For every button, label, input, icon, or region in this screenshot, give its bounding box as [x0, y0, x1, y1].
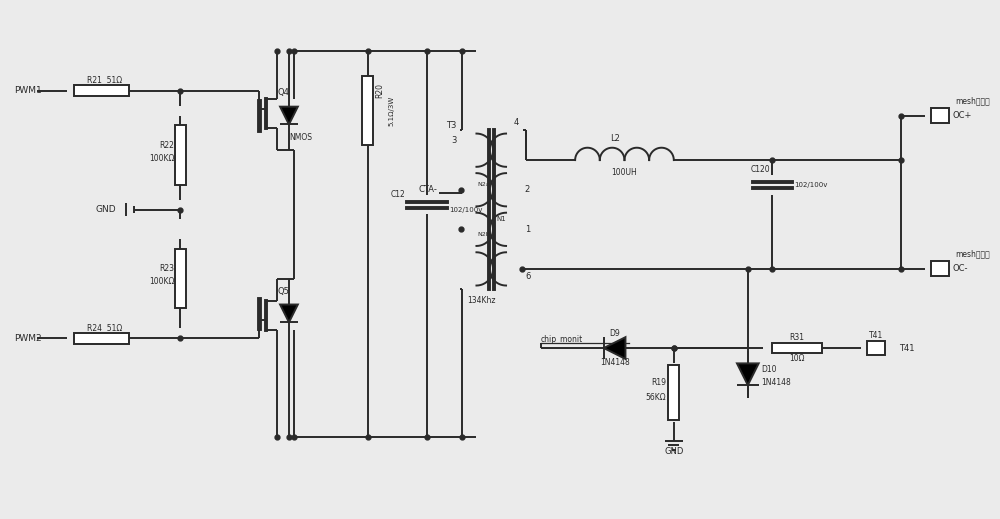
- Text: 1N4148: 1N4148: [600, 359, 629, 367]
- Text: 56KΩ: 56KΩ: [646, 393, 666, 402]
- Text: C12: C12: [391, 190, 405, 199]
- Text: NMOS: NMOS: [289, 133, 312, 142]
- Bar: [772, 343, 822, 353]
- Text: R20: R20: [375, 84, 384, 98]
- Text: 100UH: 100UH: [612, 169, 637, 177]
- Text: T41: T41: [899, 344, 914, 352]
- Text: 1: 1: [525, 225, 530, 234]
- Text: GND: GND: [96, 205, 116, 214]
- Text: D10: D10: [762, 365, 777, 374]
- Text: T3: T3: [446, 121, 457, 130]
- Text: mesh片正极: mesh片正极: [955, 96, 990, 105]
- Bar: [74, 86, 129, 96]
- Text: 3: 3: [451, 136, 457, 145]
- Text: R24  51Ω: R24 51Ω: [87, 324, 122, 333]
- Text: R22: R22: [160, 141, 174, 150]
- Text: 102/100v: 102/100v: [449, 207, 482, 213]
- Text: GND: GND: [664, 447, 684, 456]
- Text: R31: R31: [790, 333, 805, 342]
- Text: T41: T41: [869, 331, 883, 339]
- Text: Q5: Q5: [277, 287, 289, 296]
- Text: R21  51Ω: R21 51Ω: [87, 76, 122, 86]
- Text: 4: 4: [513, 118, 519, 127]
- Text: D9: D9: [609, 329, 620, 338]
- Polygon shape: [737, 363, 759, 385]
- Text: 5.1Ω/3W: 5.1Ω/3W: [388, 95, 394, 126]
- Text: 100KΩ: 100KΩ: [149, 277, 174, 286]
- Text: 1N4148: 1N4148: [762, 378, 791, 387]
- Text: PWM1: PWM1: [15, 86, 42, 95]
- Bar: [867, 341, 885, 355]
- Text: 10Ω: 10Ω: [789, 354, 805, 363]
- Text: N2b: N2b: [477, 232, 490, 237]
- Text: R19: R19: [651, 378, 666, 387]
- Text: 100KΩ: 100KΩ: [149, 154, 174, 162]
- Text: 6: 6: [526, 272, 531, 281]
- Text: OC-: OC-: [952, 264, 968, 274]
- Bar: [931, 108, 949, 123]
- Text: chip_monit: chip_monit: [541, 335, 583, 344]
- Polygon shape: [604, 337, 625, 359]
- Text: R23: R23: [159, 264, 174, 274]
- Text: 2: 2: [525, 185, 530, 194]
- Text: Q4: Q4: [277, 88, 289, 97]
- Text: C120: C120: [751, 166, 771, 174]
- Bar: [362, 76, 373, 145]
- Bar: [668, 365, 679, 420]
- Text: 102/100v: 102/100v: [794, 182, 828, 188]
- Text: OC+: OC+: [952, 111, 971, 120]
- Text: CTA-: CTA-: [418, 185, 437, 194]
- Text: N1: N1: [496, 216, 506, 223]
- Text: 134Khz: 134Khz: [467, 296, 496, 305]
- Text: PWM2: PWM2: [15, 334, 42, 343]
- Bar: [175, 126, 186, 185]
- Polygon shape: [280, 106, 298, 125]
- Bar: [74, 333, 129, 344]
- Bar: [175, 249, 186, 308]
- Polygon shape: [280, 305, 298, 322]
- Text: L2: L2: [610, 134, 620, 143]
- Text: mesh片负极: mesh片负极: [955, 250, 990, 258]
- Bar: [931, 262, 949, 276]
- Text: N2a: N2a: [477, 182, 490, 187]
